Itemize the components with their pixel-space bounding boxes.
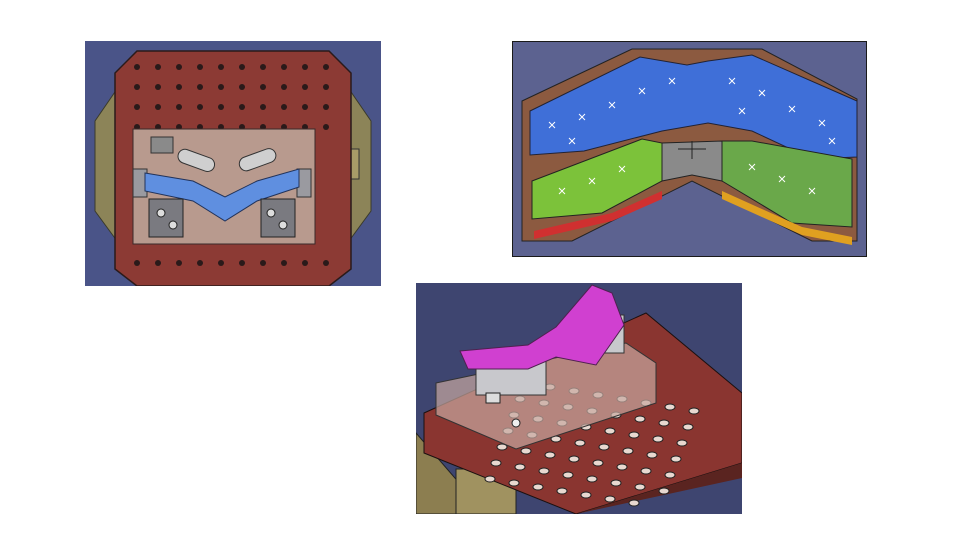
hole-icon [574,439,586,447]
hole-icon [134,84,140,90]
hole-icon [323,260,329,266]
hole-icon [604,427,616,435]
hole-icon [197,84,203,90]
hole-icon [688,407,700,415]
hole-icon [176,64,182,70]
hole-icon [628,499,640,507]
hole-icon [197,64,203,70]
hole-icon [628,431,640,439]
hole-icon [580,491,592,499]
hole-icon [508,479,520,487]
hole-icon [520,447,532,455]
hole-icon [260,260,266,266]
hole-icon [239,104,245,110]
transparent-plate [435,342,657,450]
isometric-drawing [416,283,742,514]
hole-icon [538,467,550,475]
hole-icon [646,451,658,459]
hole-icon [568,455,580,463]
hole-icon [610,479,622,487]
hole-icon [592,459,604,467]
left-lower-clamp [148,198,184,238]
left-top-clamp [177,148,216,173]
hole-icon [155,64,161,70]
hole-icon [652,435,664,443]
right-green-region [721,140,853,228]
orange-strip [722,191,852,245]
workpiece [144,168,300,222]
workpiece [459,284,625,370]
hole-icon [604,495,616,503]
hole-icon [155,84,161,90]
right-lower-clamp [260,198,296,238]
right-top-clamp [238,148,277,172]
hole-icon [218,64,224,70]
hole-icon [323,124,329,130]
hole-icon [634,415,646,423]
red-strip [534,191,662,239]
hole-icon [218,84,224,90]
hole-icon [323,104,329,110]
hole-icon [544,451,556,459]
hole-icon [134,104,140,110]
hole-icon [218,104,224,110]
hole-icon [281,64,287,70]
hole-icon [676,439,688,447]
hole-icon [302,84,308,90]
hole-icon [197,260,203,266]
hole-icon [155,104,161,110]
hole-icon [640,467,652,475]
hole-icon [197,104,203,110]
fixture-top-view-image [85,41,381,286]
hole-icon [658,419,670,427]
hole-icon [670,455,682,463]
hole-icon [260,64,266,70]
hole-icon [682,423,694,431]
hole-icon [514,463,526,471]
hole-icon [302,260,308,266]
hole-icon [176,104,182,110]
hole-icon [155,260,161,266]
hole-icon [260,84,266,90]
fixture-isometric-view-image [416,283,742,514]
hole-icon [281,260,287,266]
hole-icon [323,64,329,70]
hole-icon [218,260,224,266]
hole-icon [562,471,574,479]
hole-icon [616,463,628,471]
hole-icon [302,104,308,110]
center-grey-region [661,140,723,182]
hole-icon [260,104,266,110]
hole-icon [658,487,670,495]
hole-icon [239,260,245,266]
workpiece-surface-analysis-image [512,41,867,257]
hole-icon [239,84,245,90]
hole-icon [302,64,308,70]
hole-icon [496,443,508,451]
surface-analysis-drawing [512,41,867,257]
hole-icon [176,260,182,266]
hole-icon [556,487,568,495]
hole-icon [598,443,610,451]
hole-icon [176,84,182,90]
fixture-top-view-drawing [85,41,381,286]
baseplate-holes [134,64,329,266]
hole-icon [664,403,676,411]
hole-icon [634,483,646,491]
hole-icon [586,475,598,483]
hole-icon [134,64,140,70]
hole-icon [281,84,287,90]
hole-icon [239,64,245,70]
hole-icon [490,459,502,467]
hole-icon [664,471,676,479]
hole-icon [281,104,287,110]
hole-icon [134,260,140,266]
hole-icon [532,483,544,491]
hole-icon [323,84,329,90]
measurement-points [548,77,836,195]
hole-icon [622,447,634,455]
hole-icon [484,475,496,483]
corner-clamp [150,136,174,154]
